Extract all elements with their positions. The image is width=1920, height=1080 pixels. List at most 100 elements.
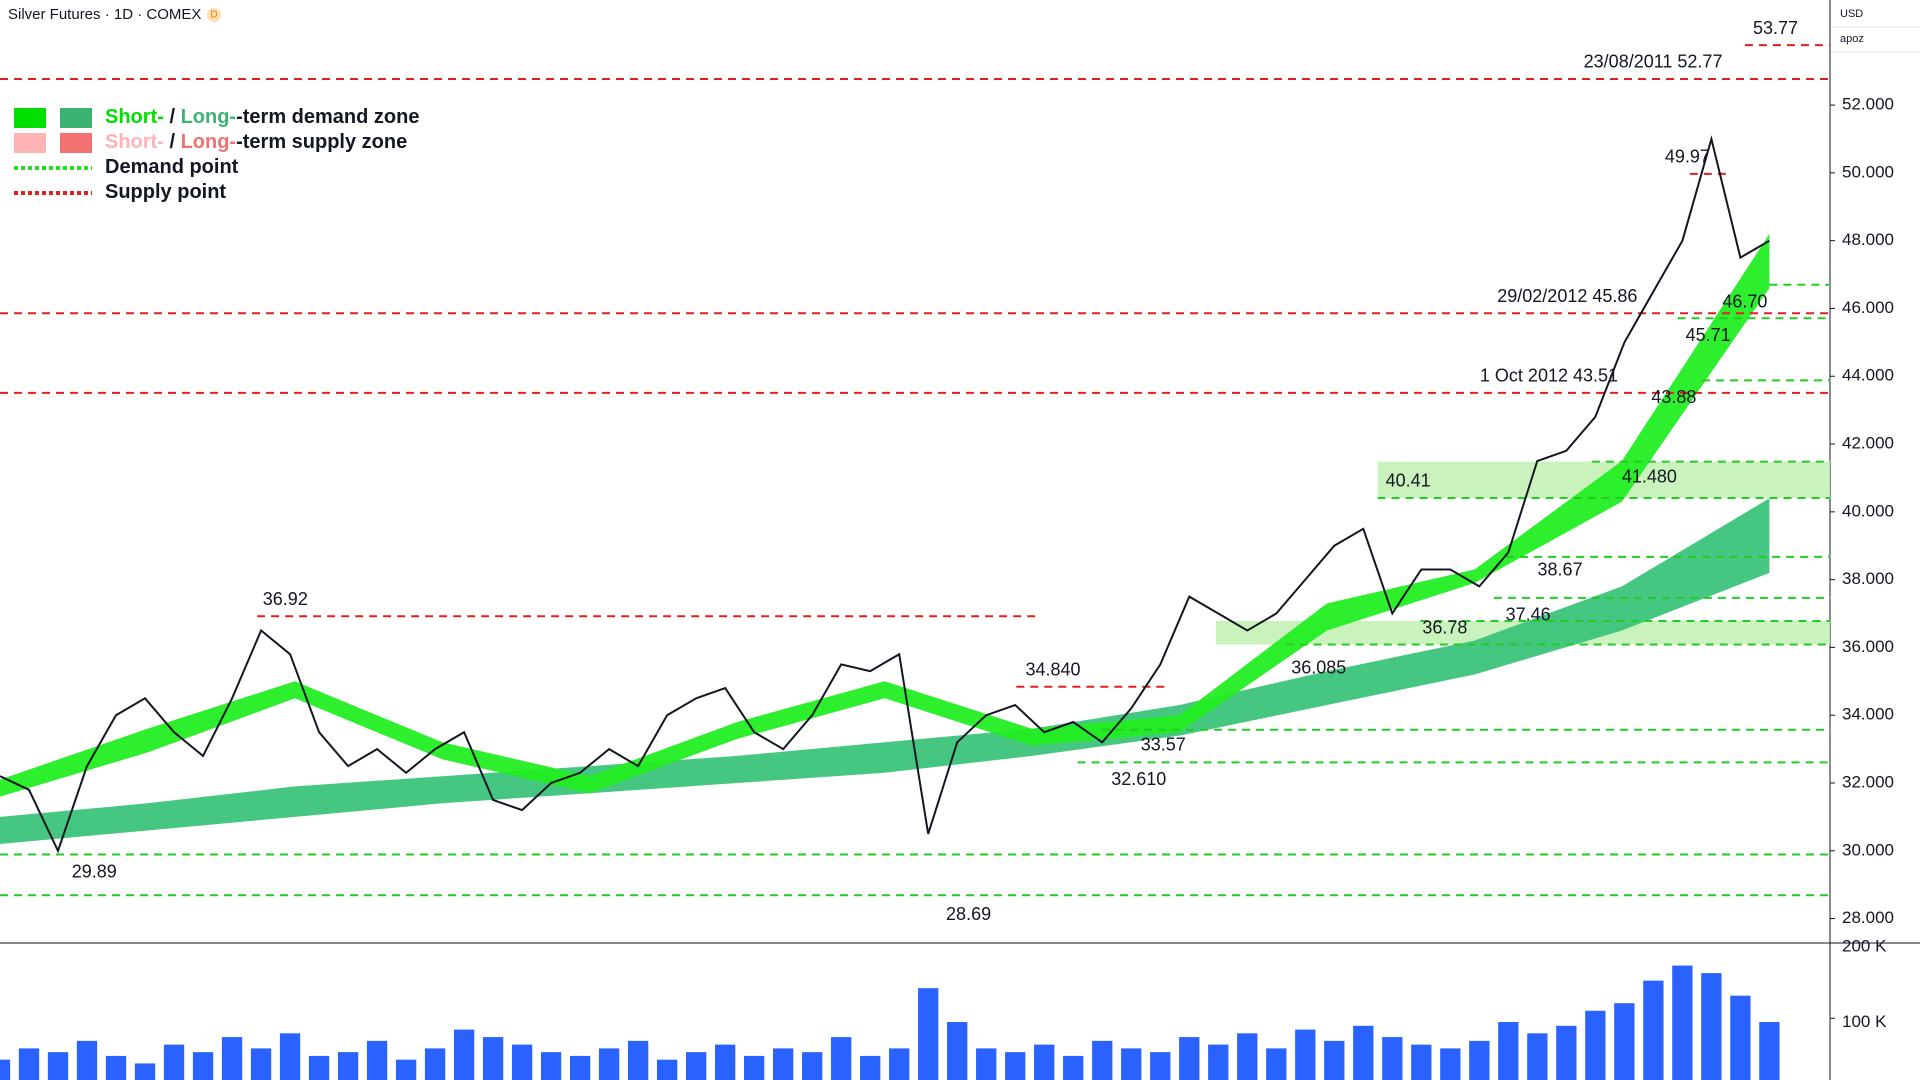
level-label: 23/08/2011 52.77 (1584, 52, 1723, 72)
volume-bar (511, 1044, 533, 1080)
legend-text: Short- / Long--term supply zone (105, 131, 407, 153)
level-label: 36.085 (1291, 657, 1346, 677)
legend-item: Supply point (14, 181, 226, 203)
volume-bar (1353, 1025, 1374, 1080)
level-label: 32.610 (1111, 769, 1166, 789)
level-label: 34.840 (1026, 659, 1081, 679)
volume-bar (1585, 1010, 1606, 1080)
legend-item: Short- / Long--term supply zone (14, 131, 407, 153)
volume-bar (1121, 1048, 1142, 1080)
volume-bar (715, 1044, 736, 1080)
legend-text: Demand point (105, 156, 239, 178)
volume-bar (76, 1040, 98, 1080)
ma-band (0, 498, 1770, 844)
volume-bar (744, 1055, 765, 1080)
volume-bar (1382, 1037, 1403, 1080)
volume-bar (1324, 1040, 1345, 1080)
y-tick-label: 34.000 (1842, 705, 1894, 724)
level-label: 36.92 (263, 589, 308, 609)
level-label: 29/02/2012 45.86 (1497, 286, 1637, 306)
y-tick-label: 32.000 (1842, 772, 1894, 791)
legend-swatch (60, 108, 92, 128)
y-tick-label: 50.000 (1842, 162, 1894, 181)
volume-bar (424, 1048, 446, 1080)
legend-part: Supply point (105, 181, 226, 203)
volume-bar (1092, 1040, 1113, 1080)
level-label: 36.78 (1422, 618, 1467, 638)
legend-part: / (164, 131, 181, 153)
level-label: 38.67 (1537, 560, 1582, 580)
legend-text: Short- / Long--term demand zone (105, 106, 419, 128)
volume-bar (598, 1048, 620, 1080)
volume-bar (337, 1052, 359, 1080)
volume-bar (686, 1052, 707, 1080)
volume-bar (395, 1059, 417, 1080)
volume-bar (802, 1052, 823, 1080)
volume-bar (947, 1022, 968, 1080)
legend-part: Long- (181, 106, 237, 128)
y-tick-label: 100 K (1842, 1012, 1887, 1031)
volume-bar (656, 1059, 678, 1080)
legend-item: Short- / Long--term demand zone (14, 106, 419, 128)
volume-bar (308, 1055, 330, 1080)
volume-bar (773, 1048, 794, 1080)
ma-band (0, 233, 1770, 797)
level-label: 53.77 (1753, 18, 1798, 38)
volume-bar (192, 1052, 214, 1080)
volume-bar (0, 1059, 11, 1080)
volume-bar (1440, 1048, 1461, 1080)
volume-bar (279, 1033, 301, 1080)
volume-bar (1556, 1025, 1577, 1080)
volume-bar (889, 1048, 910, 1080)
badge: D (210, 10, 217, 21)
legend-swatch (60, 133, 92, 153)
volume-bar (163, 1044, 185, 1080)
y-tick-label: 42.000 (1842, 434, 1894, 453)
volume-bar (1179, 1037, 1200, 1080)
volume-bar (918, 988, 939, 1080)
legend-part: Demand point (105, 156, 239, 178)
legend-swatch (14, 108, 46, 128)
volume-bar (1005, 1052, 1026, 1080)
y-tick-label: 52.000 (1842, 95, 1894, 114)
legend-item: Demand point (14, 156, 239, 178)
level-label: 41.480 (1622, 466, 1677, 486)
volume-bar (250, 1048, 272, 1080)
volume-bar (1643, 980, 1664, 1080)
level-label: 37.46 (1506, 605, 1551, 625)
volume-bar (47, 1052, 69, 1080)
y-tick-label: 30.000 (1842, 840, 1894, 859)
level-label: 49.97 (1665, 147, 1710, 167)
volume-bar (1730, 995, 1751, 1080)
volume-bar (18, 1048, 40, 1080)
level-label: 45.71 (1686, 325, 1731, 345)
volume-bar (105, 1055, 127, 1080)
volume-bar (1150, 1052, 1171, 1080)
volume-bar (627, 1040, 649, 1080)
volume-bar (831, 1037, 852, 1080)
legend-part: / (164, 106, 181, 128)
volume-bar (1469, 1040, 1490, 1080)
volume-bar (1672, 965, 1693, 1080)
volume-bar (976, 1048, 997, 1080)
symbol-title: Silver Futures · 1D · COMEX (8, 6, 201, 23)
volume-bar (1411, 1044, 1432, 1080)
level-label: 29.89 (72, 861, 117, 881)
legend-swatch (14, 133, 46, 153)
volume-bar (134, 1063, 156, 1080)
volume-bar (1266, 1048, 1287, 1080)
badge-bg (207, 8, 221, 22)
y-tick-label: 44.000 (1842, 366, 1894, 385)
legend-part: -term supply zone (236, 131, 407, 153)
y-tick-label: 40.000 (1842, 501, 1894, 520)
y-tick-label: 46.000 (1842, 298, 1894, 317)
volume-bar (1527, 1033, 1548, 1080)
legend-part: Long- (181, 131, 237, 153)
volume-bar (482, 1037, 504, 1080)
price-line (0, 135, 1770, 854)
y-tick-label: 38.000 (1842, 569, 1894, 588)
y-tick-label: 36.000 (1842, 637, 1894, 656)
legend-part: Short- (105, 106, 164, 128)
volume-bar (1759, 1022, 1780, 1080)
